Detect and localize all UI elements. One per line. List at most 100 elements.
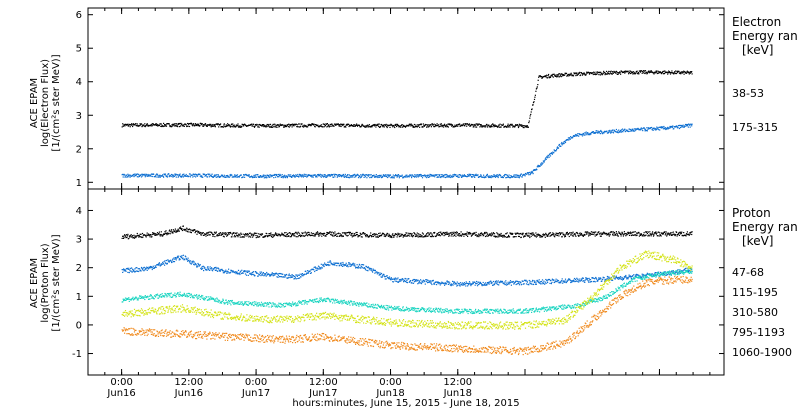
data-point [542, 162, 544, 164]
data-point [296, 124, 298, 126]
data-point [421, 175, 423, 177]
data-point [211, 267, 213, 269]
data-point [419, 280, 421, 282]
data-point [610, 130, 612, 132]
data-point [130, 174, 132, 176]
data-point [505, 233, 507, 235]
data-point [351, 264, 353, 266]
data-point [403, 177, 405, 179]
data-point [498, 175, 500, 177]
data-point [405, 125, 408, 127]
data-point [588, 72, 590, 74]
data-point [308, 124, 311, 126]
data-point [354, 263, 356, 265]
data-point [469, 282, 471, 284]
data-point [336, 235, 338, 237]
data-point [139, 125, 141, 127]
data-point [426, 176, 428, 178]
data-point [522, 280, 524, 282]
data-point [667, 232, 669, 234]
data-point [149, 236, 151, 238]
data-point [572, 235, 574, 237]
data-point [604, 74, 606, 76]
data-point [610, 70, 612, 72]
data-point [328, 175, 330, 177]
data-point [628, 72, 631, 74]
data-point [529, 115, 531, 117]
data-point [508, 281, 511, 283]
xtick-label-date: Jun17 [308, 388, 337, 399]
data-point [130, 234, 132, 237]
data-point [204, 267, 206, 269]
data-point [132, 125, 134, 128]
data-point [345, 176, 347, 178]
data-point [145, 125, 147, 127]
data-point [609, 73, 611, 75]
data-point [145, 268, 147, 270]
data-point [324, 175, 326, 177]
data-point [567, 279, 569, 281]
data-point [618, 129, 620, 131]
data-point [141, 125, 144, 127]
data-point [354, 233, 356, 235]
data-point [325, 233, 328, 236]
data-point [278, 175, 280, 177]
data-point [162, 261, 164, 263]
data-point [473, 123, 475, 126]
data-point [171, 126, 173, 128]
data-point [197, 174, 199, 176]
data-point [244, 235, 246, 237]
data-point [334, 124, 336, 126]
data-point [605, 73, 607, 75]
data-point [366, 234, 368, 236]
data-point [140, 269, 142, 271]
data-point [199, 231, 201, 234]
data-point [148, 234, 150, 236]
data-point [329, 125, 331, 127]
data-point [358, 175, 360, 177]
data-point [522, 126, 524, 129]
data-point [564, 281, 566, 283]
data-point [320, 268, 322, 270]
data-point [392, 281, 394, 283]
data-point [332, 176, 335, 178]
data-point [470, 173, 472, 176]
data-point [152, 267, 154, 269]
data-point [278, 273, 280, 275]
data-point [530, 235, 532, 237]
data-point [460, 235, 462, 237]
data-point [422, 236, 424, 238]
data-point [612, 72, 615, 74]
data-point [626, 276, 628, 279]
data-point [310, 234, 312, 236]
data-point [681, 71, 683, 73]
data-point [345, 232, 347, 234]
data-point [339, 174, 341, 176]
data-point [276, 234, 278, 236]
data-point [134, 174, 136, 177]
data-point [208, 124, 210, 126]
data-point [172, 231, 174, 233]
data-point [279, 235, 281, 237]
data-point [487, 283, 489, 285]
data-point [475, 124, 477, 126]
data-point [644, 72, 646, 75]
data-point [210, 126, 212, 128]
data-point [313, 269, 315, 271]
data-point [213, 125, 215, 127]
data-point [369, 267, 371, 269]
data-point [418, 282, 420, 284]
data-point [292, 233, 295, 235]
data-point [545, 282, 547, 284]
data-point [566, 74, 568, 77]
data-point [350, 234, 352, 236]
data-point [434, 231, 436, 234]
data-point [245, 124, 247, 127]
data-point [568, 75, 570, 77]
data-point [416, 126, 418, 128]
data-point [288, 276, 290, 278]
data-point [380, 235, 383, 237]
data-point [171, 229, 173, 231]
data-point [314, 233, 316, 235]
data-point [447, 233, 449, 235]
